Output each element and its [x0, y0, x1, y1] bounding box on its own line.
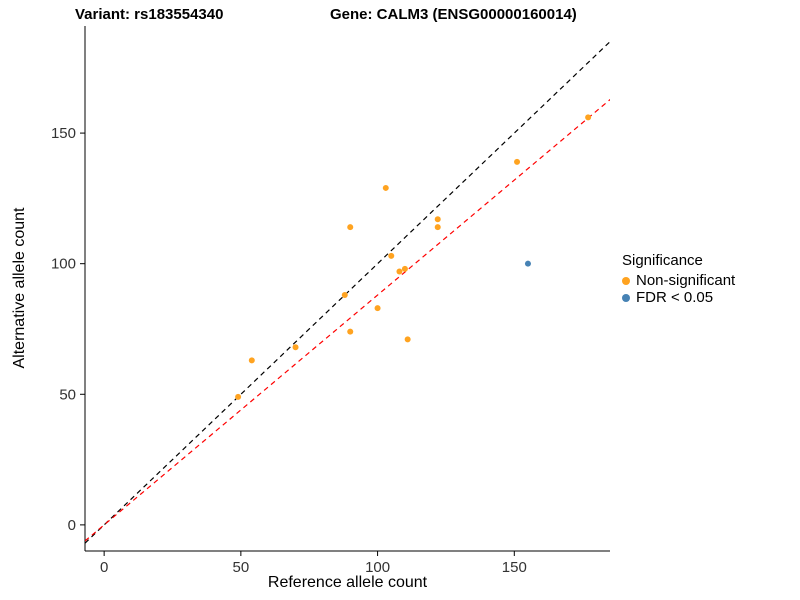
- data-point: [434, 224, 441, 231]
- x-axis-label: Reference allele count: [267, 574, 428, 591]
- data-point: [434, 216, 441, 223]
- identity-line: [85, 40, 610, 544]
- x-tick-label: 150: [502, 559, 527, 576]
- y-axis-label: Alternative allele count: [11, 207, 28, 369]
- blue-dot-icon: [622, 293, 630, 302]
- data-point: [235, 393, 242, 400]
- data-point: [404, 336, 411, 343]
- data-point: [396, 268, 403, 275]
- fit-line: [85, 98, 610, 542]
- y-tick-label: 100: [51, 256, 76, 273]
- data-point: [248, 357, 255, 364]
- y-tick-label: 150: [51, 125, 76, 142]
- plot-title-variant: Variant: rs183554340: [75, 6, 224, 23]
- x-tick-label: 50: [233, 559, 250, 576]
- legend-item-nonsignificant: Non-significant: [622, 272, 735, 289]
- data-point: [292, 344, 299, 351]
- x-tick-label: 100: [365, 559, 390, 576]
- orange-dot-icon: [622, 276, 630, 285]
- legend-item-fdr: FDR < 0.05: [622, 289, 735, 306]
- axes: [84, 26, 610, 552]
- data-point: [347, 328, 354, 335]
- legend-title: Significance: [622, 252, 703, 269]
- data-point: [401, 265, 408, 272]
- reference-lines: [85, 40, 610, 544]
- data-point: [585, 114, 592, 121]
- data-point: [514, 158, 521, 165]
- x-tick-label: 0: [100, 559, 108, 576]
- data-point: [524, 260, 531, 267]
- y-tick-label: 0: [68, 517, 76, 534]
- legend-item-label: FDR < 0.05: [636, 289, 714, 306]
- data-point: [374, 305, 381, 312]
- data-point: [382, 184, 389, 191]
- y-tick-label: 50: [59, 386, 76, 403]
- data-points: [235, 114, 592, 400]
- data-point: [347, 224, 354, 231]
- legend: Significance Non-significant FDR < 0.05: [622, 252, 735, 306]
- legend-item-label: Non-significant: [636, 272, 736, 289]
- data-point: [388, 252, 395, 259]
- plot-title-gene: Gene: CALM3 (ENSG00000160014): [330, 6, 577, 23]
- axis-ticks: 0 50 100 150 0 50 100 150: [51, 125, 527, 576]
- data-point: [341, 292, 348, 299]
